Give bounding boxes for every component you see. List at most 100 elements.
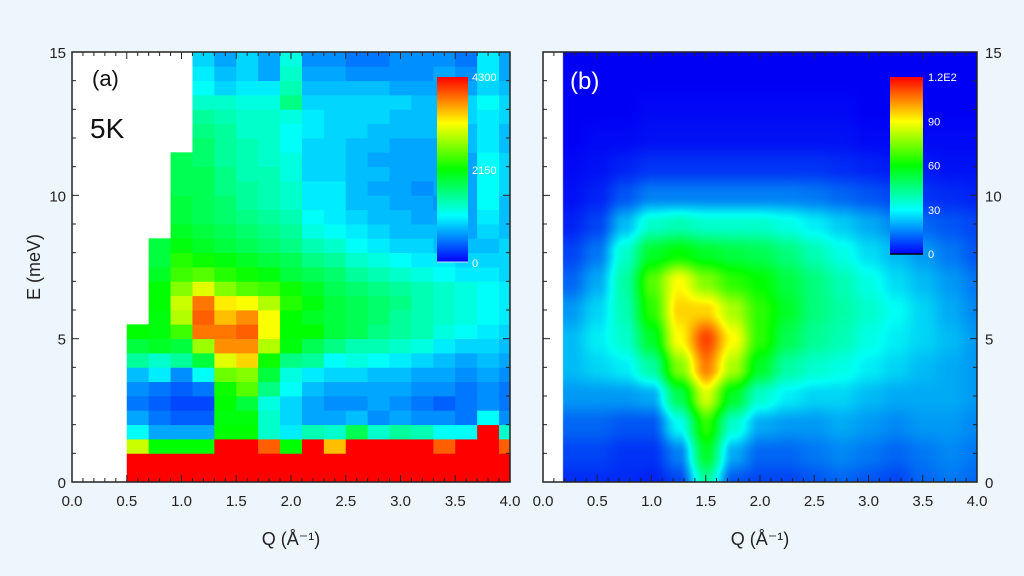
heatmap-cell xyxy=(411,281,434,297)
heatmap-cell xyxy=(389,424,412,440)
heatmap-cell xyxy=(499,396,511,411)
heatmap-cell xyxy=(258,367,281,383)
y-tick-label: 0 xyxy=(985,475,993,492)
heatmap-cell xyxy=(389,367,412,383)
heatmap-cell xyxy=(455,424,478,440)
heatmap-cell xyxy=(455,267,478,282)
x-tick-label: 2.5 xyxy=(335,493,356,510)
heatmap-cell xyxy=(126,338,150,354)
heatmap-cell xyxy=(301,195,325,211)
heatmap-cell xyxy=(258,166,281,182)
heatmap-cell xyxy=(280,338,303,354)
heatmap-cell xyxy=(345,424,369,440)
heatmap-cell xyxy=(477,238,500,254)
heatmap-cell xyxy=(258,353,281,368)
panel-label-b: (b) xyxy=(570,68,599,95)
heatmap-cell xyxy=(170,310,193,325)
heatmap-cell xyxy=(126,381,150,397)
heatmap-cell xyxy=(323,353,347,368)
heatmap-cell xyxy=(258,381,281,397)
heatmap-cell xyxy=(345,453,369,469)
heatmap-cell xyxy=(433,439,456,454)
heatmap-cell xyxy=(345,123,369,139)
heatmap-cell xyxy=(477,396,500,411)
heatmap-cell xyxy=(192,338,215,354)
heatmap-cell xyxy=(367,439,390,454)
heatmap-cell xyxy=(499,410,511,426)
y-tick-label: 5 xyxy=(58,332,66,349)
heatmap-cell xyxy=(126,396,150,411)
heatmap-cell xyxy=(323,295,347,311)
colorbar-b-label: 60 xyxy=(928,161,940,173)
heatmap-cell xyxy=(323,252,347,268)
heatmap-cell xyxy=(345,52,369,67)
ticks-a: 0.0 0.5 1.0 1.5 2.0 2.5 3.0 3.5 4.0 0 5 10 15 xyxy=(49,45,520,510)
heatmap-cell xyxy=(280,252,303,268)
heatmap-cell xyxy=(345,353,369,368)
heatmap-cell xyxy=(323,166,347,182)
heatmap-cell xyxy=(345,109,369,125)
heatmap-cell xyxy=(236,310,259,325)
heatmap-cell xyxy=(367,238,390,254)
heatmap-cell xyxy=(499,252,511,268)
heatmap-cell xyxy=(258,338,281,354)
heatmap-cell xyxy=(499,109,511,125)
heatmap-cell xyxy=(148,295,171,311)
heatmap-cell xyxy=(126,467,150,483)
heatmap-cell xyxy=(411,224,434,239)
heatmap-cell xyxy=(477,138,500,153)
heatmap-cell xyxy=(389,166,412,182)
heatmap-cell xyxy=(148,267,171,282)
heatmap-cell xyxy=(477,166,500,182)
heatmap-cell xyxy=(323,66,347,82)
heatmap-cell xyxy=(455,353,478,368)
heatmap-cell xyxy=(301,467,325,483)
heatmap-cell xyxy=(323,238,347,254)
heatmap-cell xyxy=(411,66,434,82)
heatmap-cell xyxy=(236,252,259,268)
x-tick-label: 3.5 xyxy=(912,493,933,510)
heatmap-cell xyxy=(389,238,412,254)
heatmap-cell xyxy=(214,381,237,397)
heatmap-cell xyxy=(236,238,259,254)
heatmap-cell xyxy=(214,224,237,239)
heatmap-cell xyxy=(214,424,237,440)
heatmap-cell xyxy=(367,138,390,153)
x-tick-label: 3.0 xyxy=(390,493,411,510)
heatmap-cell xyxy=(345,310,369,325)
heatmap-cell xyxy=(170,267,193,282)
heatmap-cell xyxy=(236,66,259,82)
heatmap-cell xyxy=(192,224,215,239)
heatmap-cell xyxy=(433,52,456,67)
x-axis-title-a: Q (Å⁻¹) xyxy=(262,529,321,549)
heatmap-cell xyxy=(389,209,412,225)
heatmap-cell xyxy=(214,66,237,82)
heatmap-cell xyxy=(170,195,193,211)
heatmap-cell xyxy=(411,381,434,397)
heatmap-cell xyxy=(345,138,369,153)
heatmap-cell xyxy=(389,396,412,411)
heatmap-cell xyxy=(258,295,281,311)
heatmap-cell xyxy=(477,324,500,340)
heatmap-cell xyxy=(367,95,390,110)
heatmap-cell xyxy=(280,396,303,411)
heatmap-cell xyxy=(192,424,215,440)
heatmap-cell xyxy=(280,281,303,297)
heatmap-cell xyxy=(499,267,511,282)
heatmap-cell xyxy=(499,195,511,211)
heatmap-cell xyxy=(499,123,511,139)
heatmap-cell xyxy=(389,181,412,196)
heatmap-cell xyxy=(126,367,150,383)
heatmap-cell xyxy=(170,424,193,440)
heatmap-cell xyxy=(192,381,215,397)
heatmap-cell xyxy=(345,439,369,454)
heatmap-cell xyxy=(323,381,347,397)
heatmap-cell xyxy=(389,338,412,354)
heatmap-cell xyxy=(236,224,259,239)
heatmap-cell xyxy=(192,138,215,153)
heatmap-cell xyxy=(258,95,281,110)
heatmap-cell xyxy=(214,295,237,311)
heatmap-cell xyxy=(323,367,347,383)
heatmap-cell xyxy=(280,66,303,82)
heatmap-cell xyxy=(170,166,193,182)
